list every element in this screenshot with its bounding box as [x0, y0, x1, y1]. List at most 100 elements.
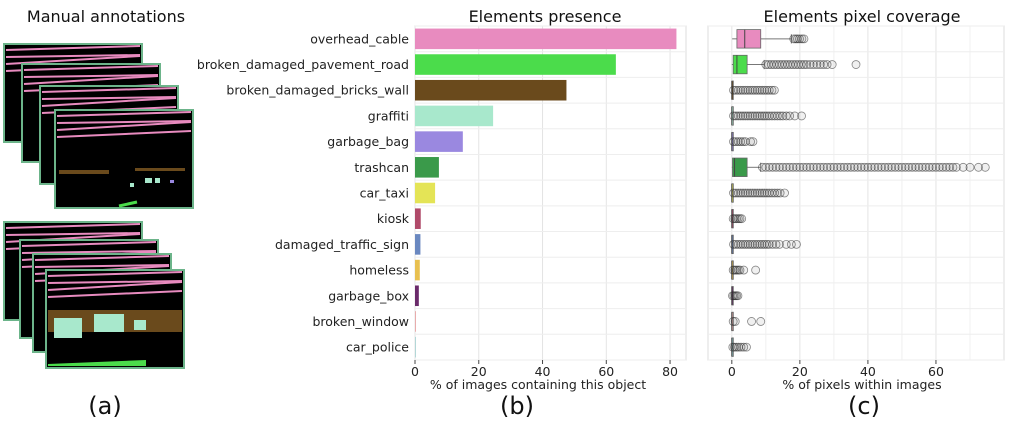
outlier-point: [815, 60, 825, 69]
outlier-point: [785, 162, 795, 172]
outlier-point: [738, 188, 748, 198]
x-tick-label: 60: [928, 364, 944, 379]
outlier-point: [733, 188, 743, 198]
box-car-taxi: [729, 183, 789, 203]
box-overhead-cable: [732, 29, 809, 49]
outlier-point: [887, 162, 897, 172]
outlier-point: [890, 162, 900, 172]
outlier-point: [729, 85, 738, 95]
annotation-thumbnail: [54, 109, 194, 209]
outlier-point: [736, 85, 746, 95]
outlier-point: [764, 239, 774, 249]
outlier-point: [790, 111, 800, 121]
box-damaged-traffic-sign: [729, 234, 801, 255]
category-label: broken_damaged_bricks_wall: [226, 83, 409, 98]
outlier-point: [741, 239, 750, 249]
outlier-point: [822, 60, 832, 69]
chart-c-title: Elements pixel coverage: [764, 7, 961, 26]
outlier-point: [736, 111, 746, 121]
bar-trashcan: [415, 157, 439, 178]
outlier-point: [780, 188, 789, 198]
outlier-point: [900, 162, 910, 172]
outlier-point: [934, 162, 944, 172]
outlier-point: [836, 162, 846, 172]
outlier-point: [731, 188, 741, 198]
bar-car-police: [415, 336, 416, 358]
outlier-point: [731, 111, 741, 121]
outlier-point: [802, 60, 812, 69]
outlier-point: [773, 188, 782, 198]
x-tick-label: 60: [598, 364, 614, 379]
outlier-point: [742, 342, 751, 352]
category-label: kiosk: [377, 211, 410, 226]
outlier-point: [775, 239, 784, 249]
category-label: car_police: [346, 340, 409, 355]
outlier-point: [931, 162, 941, 172]
outlier-point: [764, 162, 774, 172]
outlier-point: [965, 162, 975, 172]
outlier-point: [748, 239, 757, 249]
category-label: damaged_traffic_sign: [275, 237, 409, 252]
outlier-point: [775, 188, 785, 198]
outlier-point: [829, 162, 839, 172]
outlier-point: [805, 162, 815, 172]
outlier-point: [795, 162, 805, 172]
outlier-point: [748, 111, 757, 121]
outlier-point: [752, 85, 762, 95]
outlier-point: [743, 188, 753, 198]
outlier-point: [752, 239, 762, 249]
category-label: homeless: [349, 263, 409, 278]
outlier-point: [819, 162, 829, 172]
outlier-point: [781, 162, 791, 172]
outlier-point: [736, 137, 746, 147]
outlier-point: [738, 137, 748, 147]
annotation-thumbnails: [3, 43, 194, 369]
outlier-point: [904, 162, 914, 172]
outlier-point: [752, 111, 762, 121]
panel-a-label: (a): [88, 392, 121, 420]
outlier-point: [860, 162, 869, 172]
outlier-point: [877, 162, 886, 172]
bar-graffiti: [415, 105, 494, 127]
outlier-point: [751, 265, 761, 275]
x-tick-label: 40: [860, 364, 876, 379]
box-garbage-box: [728, 286, 743, 306]
outlier-point: [948, 162, 958, 172]
outlier-point: [767, 85, 777, 95]
outlier-point: [826, 162, 835, 172]
outlier-point: [778, 111, 788, 121]
outlier-point: [761, 162, 771, 172]
box-garbage-bag: [729, 131, 758, 152]
outlier-point: [832, 162, 842, 172]
outlier-point: [805, 60, 815, 69]
outlier-point: [729, 239, 738, 249]
bar-car-taxi: [415, 182, 436, 204]
box-car-police: [728, 337, 751, 357]
outlier-point: [863, 162, 873, 172]
outlier-point: [907, 162, 917, 172]
outlier-point: [739, 342, 749, 352]
x-tick-label: 0: [411, 364, 419, 379]
outlier-point: [951, 162, 961, 172]
annotation-thumbnail: [45, 269, 185, 369]
outlier-point: [757, 85, 767, 95]
category-label: garbage_box: [328, 288, 409, 303]
outlier-point: [748, 85, 757, 95]
outlier-point: [743, 239, 753, 249]
outlier-point: [812, 162, 822, 172]
outlier-point: [853, 162, 863, 172]
outlier-point: [917, 162, 927, 172]
outlier-point: [809, 162, 818, 172]
outlier-point: [760, 188, 769, 198]
chart-b-title: Elements presence: [469, 7, 622, 26]
outlier-point: [750, 239, 760, 249]
outlier-point: [914, 162, 924, 172]
outlier-point: [769, 85, 779, 95]
outlier-point: [873, 162, 883, 172]
outlier-point: [750, 85, 760, 95]
outlier-point: [750, 111, 760, 121]
outlier-point: [797, 34, 807, 44]
bar-garbage-box: [415, 285, 419, 307]
presence-chart: overhead_cable broken_damaged_pavement_ro…: [197, 25, 687, 379]
